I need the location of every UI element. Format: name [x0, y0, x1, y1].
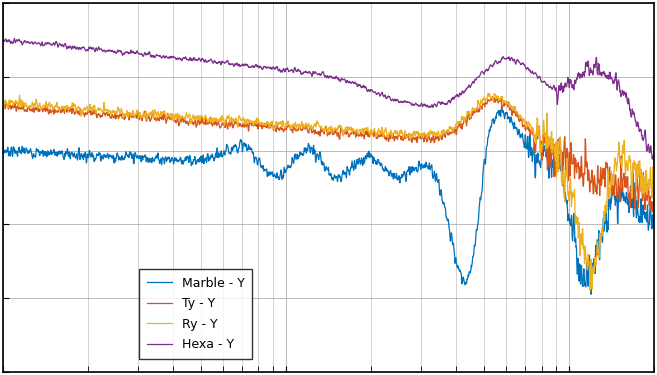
- Hexa - Y: [567, 81, 575, 86]
- Hexa - Y: [248, 64, 256, 69]
- Marble - Y: [650, 99, 657, 104]
- Ty - Y: [637, 189, 645, 194]
- Ty - Y: [650, 89, 657, 94]
- Line: Marble - Y: Marble - Y: [3, 0, 654, 294]
- Marble - Y: [248, 151, 256, 155]
- Legend: Marble - Y, Ty - Y, Ry - Y, Hexa - Y: Marble - Y, Ty - Y, Ry - Y, Hexa - Y: [139, 269, 252, 358]
- Ry - Y: [650, 83, 657, 88]
- Ty - Y: [248, 123, 256, 128]
- Ty - Y: [648, 210, 656, 214]
- Ry - Y: [638, 178, 646, 183]
- Marble - Y: [73, 154, 81, 158]
- Hexa - Y: [277, 70, 284, 74]
- Ty - Y: [112, 117, 120, 121]
- Hexa - Y: [112, 51, 120, 56]
- Marble - Y: [277, 169, 284, 174]
- Marble - Y: [587, 292, 595, 297]
- Ty - Y: [73, 108, 81, 112]
- Ry - Y: [567, 198, 575, 202]
- Marble - Y: [638, 212, 646, 217]
- Hexa - Y: [637, 131, 645, 135]
- Hexa - Y: [73, 45, 81, 50]
- Ry - Y: [112, 111, 120, 116]
- Ry - Y: [73, 106, 81, 110]
- Hexa - Y: [650, 158, 657, 162]
- Line: Ty - Y: Ty - Y: [3, 0, 654, 212]
- Ry - Y: [248, 119, 256, 123]
- Ry - Y: [277, 120, 284, 124]
- Marble - Y: [567, 214, 575, 219]
- Line: Ry - Y: Ry - Y: [3, 0, 654, 291]
- Ty - Y: [277, 126, 284, 131]
- Ry - Y: [586, 288, 594, 293]
- Hexa - Y: [650, 36, 657, 40]
- Line: Hexa - Y: Hexa - Y: [3, 0, 654, 160]
- Marble - Y: [112, 158, 120, 162]
- Ty - Y: [567, 142, 575, 147]
